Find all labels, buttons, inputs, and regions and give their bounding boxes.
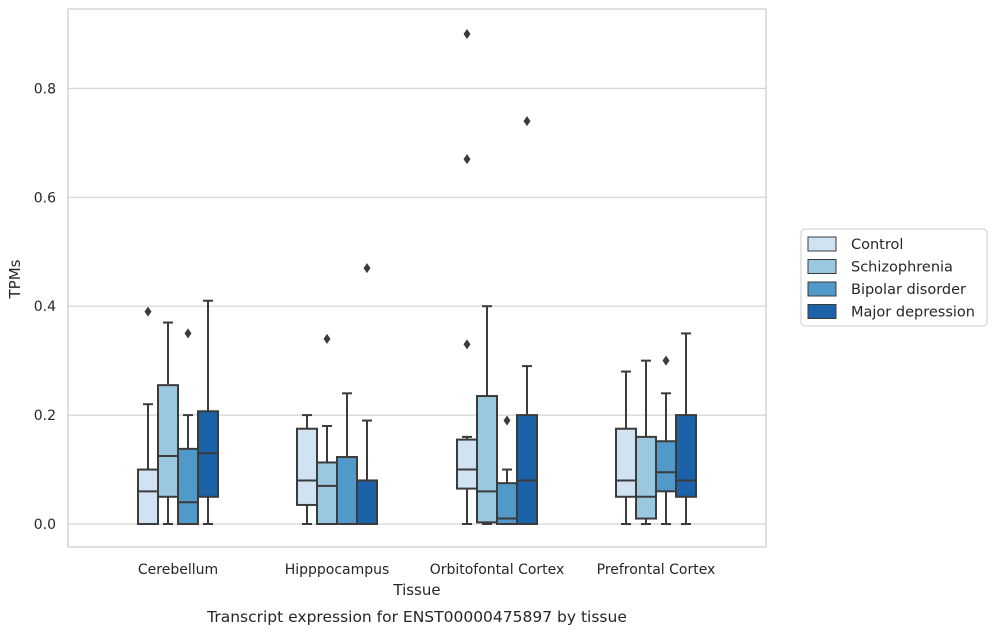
- box: [316, 461, 338, 525]
- legend-swatch: [807, 259, 837, 274]
- outlier-point: [463, 154, 471, 165]
- x-tick-label: Prefrontal Cortex: [597, 562, 716, 578]
- legend-label: Schizophrenia: [851, 260, 953, 276]
- box: [635, 435, 657, 520]
- outlier-point: [523, 116, 531, 127]
- box: [516, 414, 538, 526]
- y-tick-label: 0.0: [34, 517, 56, 533]
- outlier-point: [463, 339, 471, 350]
- chart-caption: Transcript expression for ENST0000047589…: [206, 608, 627, 626]
- box: [137, 468, 159, 525]
- box: [615, 427, 637, 498]
- box: [177, 447, 199, 526]
- legend-label: Major depression: [851, 305, 975, 321]
- legend-frame: [800, 228, 988, 327]
- box: [476, 395, 498, 524]
- box-series: [137, 28, 697, 526]
- y-tick-label: 0.6: [34, 190, 56, 206]
- y-tick-label: 0.8: [34, 81, 56, 97]
- outlier-point: [503, 415, 511, 426]
- x-tick-labels: Cerebellum Hipppocampus Orbitofontal Corte…: [138, 562, 715, 578]
- x-tick-label: Orbitofontal Cortex: [430, 562, 565, 578]
- series-control: [137, 28, 637, 525]
- box: [356, 479, 378, 526]
- legend-label: Control: [851, 237, 903, 253]
- box: [336, 456, 358, 525]
- outlier-point: [363, 263, 371, 274]
- y-tick-label: 0.4: [34, 299, 56, 315]
- box: [675, 414, 697, 498]
- x-tick-label: Cerebellum: [138, 562, 218, 578]
- outlier-point: [463, 28, 471, 39]
- outlier-point: [144, 306, 152, 317]
- outlier-point: [662, 355, 670, 366]
- box: [456, 438, 478, 490]
- series-schizophrenia: [157, 305, 657, 525]
- legend-swatch: [807, 236, 837, 252]
- box: [157, 384, 179, 498]
- y-axis-label: TPMs: [6, 259, 24, 299]
- legend-swatch: [807, 281, 837, 297]
- series-major-depression: [197, 116, 697, 526]
- plot-area-frame: [67, 8, 767, 548]
- outlier-point: [184, 328, 192, 339]
- x-axis-label: Tissue: [392, 581, 440, 599]
- y-tick-labels: 0.0 0.2 0.4 0.6 0.8: [34, 81, 56, 533]
- series-bipolar-disorder: [177, 328, 677, 526]
- outlier-point: [323, 333, 331, 344]
- box: [296, 427, 318, 506]
- legend-swatch: [807, 304, 837, 319]
- box: [655, 440, 677, 493]
- legend: Control Schizophrenia Bipolar disorder Majo…: [800, 228, 988, 327]
- legend-label: Bipolar disorder: [851, 282, 966, 298]
- x-tick-label: Hipppocampus: [285, 562, 390, 578]
- y-tick-label: 0.2: [34, 408, 56, 424]
